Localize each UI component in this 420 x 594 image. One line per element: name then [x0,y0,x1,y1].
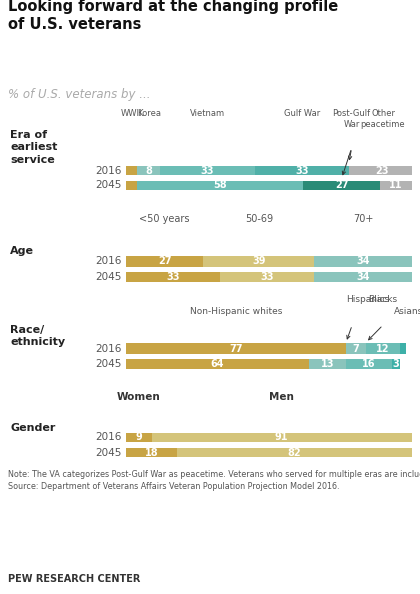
Bar [349,166,415,175]
Bar [126,166,137,175]
Text: Hispanics: Hispanics [346,295,389,304]
Text: Asians: Asians [394,307,420,316]
Bar [137,166,160,175]
Bar [137,181,303,190]
Text: % of U.S. veterans by ...: % of U.S. veterans by ... [8,88,151,101]
Bar [126,272,220,282]
Text: 33: 33 [261,272,274,282]
Text: 16: 16 [362,359,375,369]
Bar [346,359,391,369]
Text: 2016: 2016 [95,166,122,175]
Text: Age: Age [10,246,34,256]
Bar [303,181,380,190]
Bar [126,432,152,443]
Text: 33: 33 [166,272,180,282]
Text: Note: The VA categorizes Post-Gulf War as peacetime. Veterans who served for mul: Note: The VA categorizes Post-Gulf War a… [8,470,420,491]
Text: 2045: 2045 [95,272,122,282]
Text: 64: 64 [211,359,224,369]
Text: 27: 27 [158,257,171,267]
Text: 50-69: 50-69 [245,214,273,224]
Text: 91: 91 [275,432,289,443]
Text: 39: 39 [252,257,265,267]
Text: Era of
earliest
service: Era of earliest service [10,130,58,165]
Text: 34: 34 [356,272,370,282]
Text: 18: 18 [145,447,158,457]
Text: 2045: 2045 [95,447,122,457]
Bar [160,166,255,175]
Bar [315,257,412,267]
Bar [315,272,412,282]
Text: 8: 8 [145,166,152,175]
Bar [203,257,315,267]
Text: 34: 34 [356,257,370,267]
Bar [380,181,412,190]
Bar [366,343,400,353]
Bar [309,359,346,369]
Text: Gulf War: Gulf War [284,109,320,118]
Text: WWII: WWII [121,109,142,118]
Text: Men: Men [269,393,294,403]
Text: 33: 33 [201,166,214,175]
Text: Gender: Gender [10,423,55,433]
Text: 13: 13 [320,359,334,369]
Text: 27: 27 [335,181,348,191]
Text: 2016: 2016 [95,257,122,267]
Text: Women: Women [117,393,161,403]
Bar [177,448,412,457]
Bar [391,359,400,369]
Text: 33: 33 [295,166,308,175]
Text: 2045: 2045 [95,359,122,369]
Text: 23: 23 [375,166,388,175]
Bar [126,448,177,457]
Bar [126,359,309,369]
Text: Korea: Korea [137,109,161,118]
Text: Other
peacetime: Other peacetime [361,109,405,129]
Text: 11: 11 [389,181,403,191]
Bar [346,343,366,353]
Text: Race/
ethnicity: Race/ ethnicity [10,325,65,347]
Text: Non-Hispanic whites: Non-Hispanic whites [190,307,282,316]
Text: 77: 77 [229,343,243,353]
Bar [220,272,315,282]
Text: PEW RESEARCH CENTER: PEW RESEARCH CENTER [8,574,141,584]
Text: 82: 82 [288,447,301,457]
Text: 3: 3 [393,359,399,369]
Text: 70+: 70+ [353,214,373,224]
Text: Blacks: Blacks [368,295,398,304]
Text: 7: 7 [352,343,359,353]
Bar [126,181,137,190]
Text: 2045: 2045 [95,181,122,191]
Text: 12: 12 [376,343,390,353]
Text: 2016: 2016 [95,432,122,443]
Text: 2016: 2016 [95,343,122,353]
Text: Looking forward at the changing profile
of U.S. veterans: Looking forward at the changing profile … [8,0,339,33]
Text: 58: 58 [213,181,227,191]
Bar [400,343,406,353]
Bar [126,257,203,267]
Bar [126,343,346,353]
Text: Post-Gulf
War: Post-Gulf War [333,109,371,129]
Text: <50 years: <50 years [139,214,190,224]
Text: 9: 9 [136,432,142,443]
Text: Vietnam: Vietnam [190,109,225,118]
Bar [255,166,349,175]
Bar [152,432,412,443]
